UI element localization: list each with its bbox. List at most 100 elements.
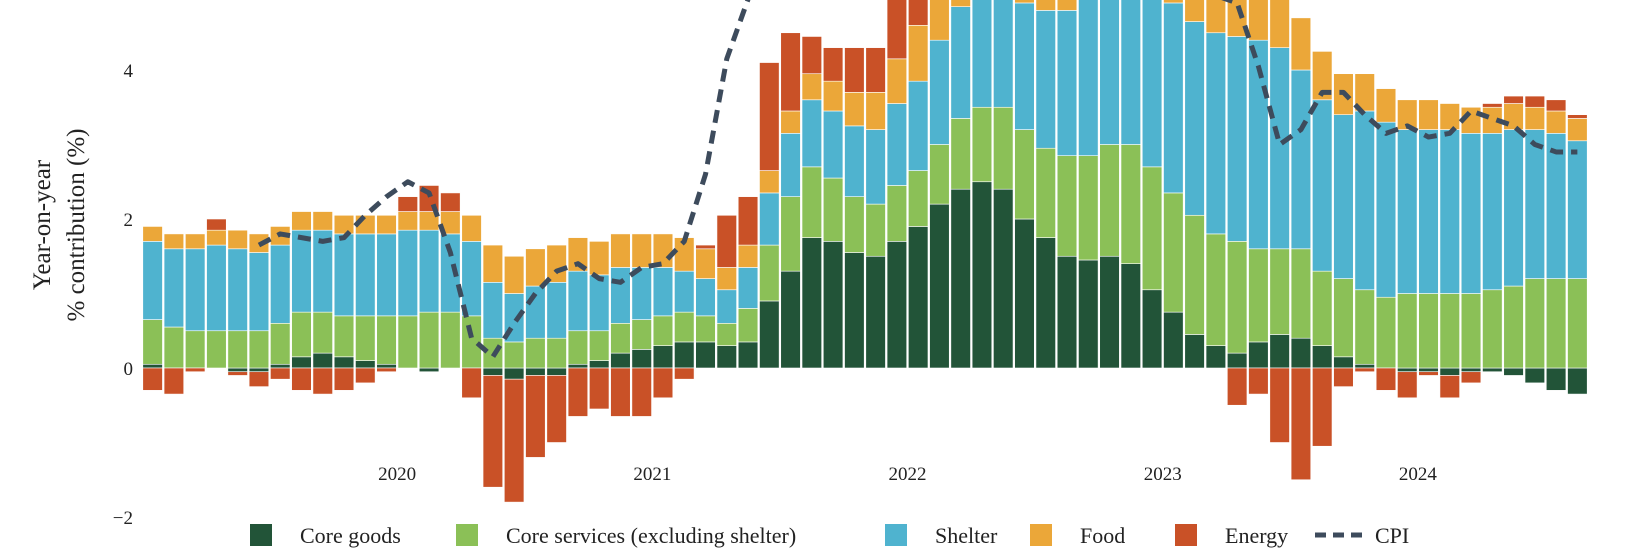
bar-segment-core-goods: [1141, 289, 1163, 369]
bar-segment-core-services-excluding-shelter: [1397, 293, 1418, 369]
bar-segment-core-services-excluding-shelter: [1035, 147, 1056, 238]
bar-segment-energy: [695, 244, 716, 250]
bar-segment-core-goods: [844, 252, 865, 369]
bar-segment-core-goods: [993, 188, 1014, 369]
bar-segment-food: [333, 214, 355, 235]
bar-segment-core-goods: [908, 226, 929, 369]
bar-segment-food: [1354, 73, 1375, 112]
bar-segment-shelter: [695, 278, 716, 317]
bar-segment-shelter: [1014, 2, 1035, 130]
bar-segment-core-services-excluding-shelter: [652, 315, 674, 346]
bar-segment-shelter: [291, 229, 312, 313]
bar-segment-core-services-excluding-shelter: [950, 118, 971, 190]
legend-item: Energy: [1175, 523, 1288, 548]
stacked-bars: [142, 0, 1588, 503]
bar-segment-core-goods: [1163, 311, 1184, 369]
bar-segment-energy: [1439, 375, 1460, 399]
bar-segment-core-goods: [1078, 259, 1099, 369]
bar-segment-energy: [610, 367, 631, 417]
bar-segment-food: [822, 80, 844, 112]
bar-segment-energy: [1312, 367, 1333, 447]
bar-segment-core-goods: [333, 356, 355, 369]
bar-segment-food: [589, 241, 610, 276]
bar-segment-shelter: [1397, 129, 1418, 294]
bar-segment-shelter: [333, 233, 355, 317]
bar-segment-shelter: [1375, 121, 1397, 298]
bar-segment-shelter: [206, 244, 227, 332]
bar-segment-shelter: [355, 233, 376, 317]
bar-segment-core-services-excluding-shelter: [440, 311, 461, 369]
legend-swatch: [456, 524, 478, 546]
bar-segment-core-services-excluding-shelter: [589, 330, 610, 361]
bar-segment-core-goods: [1227, 352, 1248, 369]
bar-segment-food: [503, 255, 525, 294]
bar-segment-shelter: [482, 282, 504, 339]
bar-segment-core-services-excluding-shelter: [163, 326, 185, 369]
bar-segment-core-services-excluding-shelter: [695, 315, 716, 343]
bar-segment-shelter: [185, 248, 206, 332]
bar-segment-shelter: [610, 267, 631, 324]
bar-segment-energy: [291, 367, 312, 391]
bar-segment-core-services-excluding-shelter: [1056, 155, 1078, 257]
bar-segment-core-services-excluding-shelter: [1354, 289, 1375, 365]
bar-segment-food: [1439, 103, 1460, 130]
bar-segment-core-goods: [482, 367, 504, 376]
bar-segment-energy: [1290, 367, 1312, 481]
bar-segment-core-services-excluding-shelter: [312, 311, 333, 354]
bar-segment-core-goods: [1567, 367, 1588, 395]
bar-segment-core-goods: [248, 367, 270, 373]
bar-segment-core-services-excluding-shelter: [206, 330, 227, 369]
bar-segment-energy: [1333, 367, 1354, 387]
bar-segment-core-goods: [1312, 345, 1333, 369]
bar-segment-food: [546, 244, 567, 283]
bar-segment-core-services-excluding-shelter: [631, 319, 652, 350]
bar-segment-energy: [1524, 95, 1545, 108]
bar-segment-food: [461, 214, 482, 242]
bar-segment-energy: [844, 47, 865, 93]
bar-segment-food: [1269, 0, 1290, 48]
legend-item: Core goods: [250, 523, 401, 548]
legend: Core goods Core services (excluding shelt…: [250, 523, 1409, 548]
bar-segment-food: [844, 92, 865, 127]
bar-segment-shelter: [1333, 114, 1354, 279]
y-axis-title: Year-on-year % contribution (%): [29, 128, 90, 321]
bar-segment-core-services-excluding-shelter: [1333, 278, 1354, 358]
bar-segment-food: [567, 237, 589, 272]
bar-segment-food: [1163, 0, 1184, 4]
bar-segment-energy: [248, 371, 270, 387]
y-tick-label: 2: [124, 210, 134, 231]
bar-segment-core-goods: [801, 237, 822, 369]
bar-segment-core-goods: [674, 341, 695, 369]
bar-segment-shelter: [908, 80, 929, 171]
bar-segment-energy: [546, 375, 567, 443]
bar-segment-energy: [1269, 367, 1290, 443]
bar-segment-food: [950, 0, 971, 7]
bar-segment-energy: [908, 0, 929, 26]
bar-segment-core-goods: [1333, 356, 1354, 369]
bar-segment-core-services-excluding-shelter: [185, 330, 206, 369]
bar-segment-energy: [185, 367, 206, 373]
bar-segment-core-goods: [1014, 218, 1035, 369]
bar-segment-shelter: [1056, 10, 1078, 156]
bar-segment-food: [142, 226, 163, 242]
bar-segment-core-goods: [525, 367, 546, 376]
bar-segment-core-services-excluding-shelter: [248, 330, 270, 369]
bar-segment-shelter: [929, 39, 950, 145]
bar-segment-core-goods: [929, 203, 950, 369]
bar-segment-core-goods: [567, 363, 589, 369]
bar-segment-shelter: [950, 6, 971, 119]
bar-segment-shelter: [1503, 129, 1524, 287]
legend-label: Core services (excluding shelter): [506, 523, 796, 548]
bar-segment-core-services-excluding-shelter: [865, 203, 886, 257]
bar-segment-core-goods: [1248, 341, 1269, 369]
bar-segment-core-services-excluding-shelter: [1439, 293, 1460, 369]
bar-segment-shelter: [1099, 0, 1120, 145]
bar-segment-food: [1524, 106, 1545, 130]
bar-segment-energy: [589, 367, 610, 410]
bar-segment-core-services-excluding-shelter: [737, 308, 759, 343]
bar-segment-core-goods: [1099, 255, 1120, 369]
bar-segment-core-services-excluding-shelter: [546, 337, 567, 369]
cpi-line: [257, 0, 1578, 360]
bar-segment-shelter: [1482, 133, 1503, 291]
bar-segment-energy: [780, 32, 801, 112]
